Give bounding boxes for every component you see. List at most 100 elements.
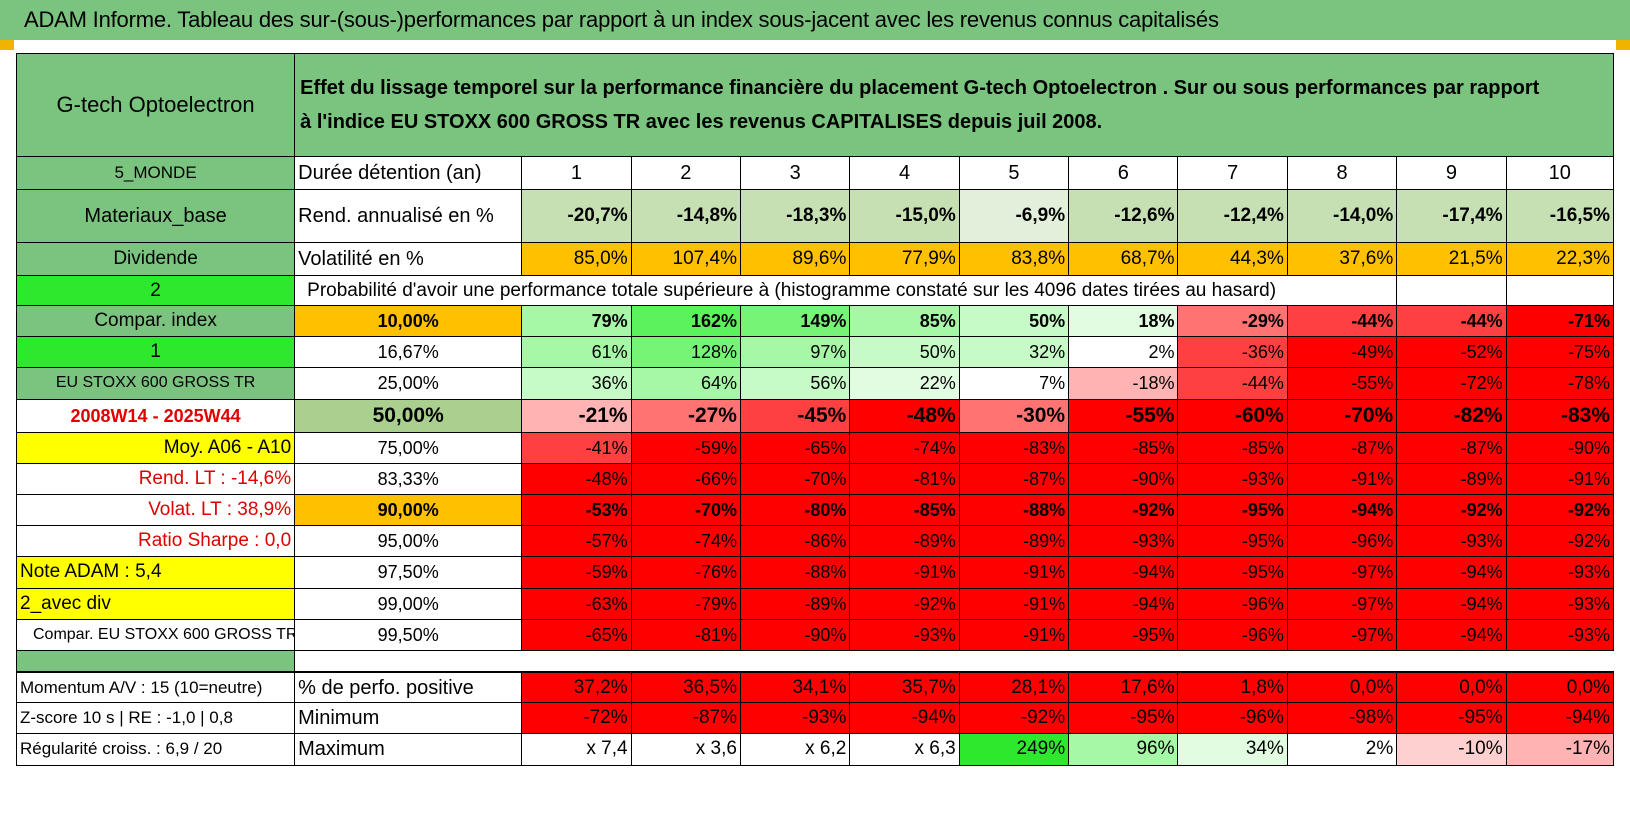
percentile-value: -93% [849, 618, 960, 651]
percentile-value: 7% [958, 367, 1070, 400]
rend-value: -18,3% [739, 189, 851, 243]
compar-index-full: Compar. EU STOXX 600 GROSS TR [15, 618, 296, 651]
table-row: Rend. LT : -14,6% 83,33% -48% -66% -70% -81% -… [15, 462, 1615, 495]
table-row: 2008W14 - 2025W44 50,00% -21% -27% -45% -48% -… [15, 398, 1615, 433]
percentile-value: -66% [630, 462, 741, 495]
percentile-value: 64% [630, 367, 741, 400]
percentile-value: -44% [1177, 367, 1288, 400]
fund-name: G-tech Optoelectron [15, 53, 296, 157]
rend-value: -14,0% [1286, 189, 1398, 243]
pos-value: 37,2% [521, 671, 632, 703]
percentile-value: -74% [849, 431, 960, 464]
rend-lt-label: Rend. LT : -14,6% [15, 462, 296, 495]
max-value: x 6,2 [739, 732, 851, 766]
percentile-value: -88% [958, 493, 1070, 527]
percentile-value: -90% [1505, 431, 1615, 464]
percentile-value: 56% [739, 367, 851, 400]
percentile-value: -89% [958, 525, 1070, 558]
dividend-label: Dividende [15, 242, 296, 276]
min-value: -92% [958, 701, 1070, 734]
rend-value: -12,4% [1177, 189, 1288, 243]
percentile-value: -93% [1505, 618, 1615, 651]
percentile-value: -91% [958, 556, 1070, 589]
header-line-1: Effet du lissage temporel sur la perform… [300, 77, 1540, 99]
volat-value: 85,0% [521, 242, 632, 276]
percentile-value: -41% [521, 431, 632, 464]
table-row: 2 Probabilité d'avoir une performance tot… [15, 275, 1615, 306]
table-row: Compar. index 10,00% 79% 162% 149% 85% 50% 18% -… [15, 304, 1615, 338]
percentile-value: -86% [739, 525, 851, 558]
rend-label: Rend. annualisé en % [294, 189, 523, 243]
min-value: -87% [630, 701, 741, 734]
percentile-value: -30% [958, 398, 1070, 433]
table-row: Volat. LT : 38,9% 90,00% -53% -70% -80% -85% -… [15, 493, 1615, 527]
pos-value: 0,0% [1505, 671, 1615, 703]
min-value: -93% [739, 701, 851, 734]
percentile-value: -74% [630, 525, 741, 558]
percentile-value: -81% [630, 618, 741, 651]
percentile-value: -93% [1177, 462, 1288, 495]
min-value: -98% [1286, 701, 1398, 734]
percentile-value: -92% [1505, 493, 1615, 527]
percentile-value: 162% [630, 304, 741, 338]
percentile-value: -87% [958, 462, 1070, 495]
spacer-cell [295, 650, 1614, 672]
percentile-value: -70% [739, 462, 851, 495]
table-row: Note ADAM : 5,4 97,50% -59% -76% -88% -91% -91… [15, 556, 1615, 589]
percentile-value: -79% [630, 587, 741, 620]
percentile-value: -75% [1505, 336, 1615, 369]
note-adam: Note ADAM : 5,4 [15, 556, 296, 589]
percentile-value: -88% [739, 556, 851, 589]
year-header: 4 [849, 156, 960, 190]
percentile-value: -55% [1286, 367, 1398, 400]
volat-value: 83,8% [958, 242, 1070, 276]
index-name: EU STOXX 600 GROSS TR [15, 367, 296, 400]
year-header: 8 [1286, 156, 1398, 190]
table-row: G-tech Optoelectron Effet du lissage temp… [15, 53, 1614, 157]
percentile-value: -45% [739, 398, 851, 433]
max-value: 96% [1068, 732, 1179, 766]
percentile-value: -91% [1505, 462, 1615, 495]
rend-value: -17,4% [1396, 189, 1507, 243]
table-row: 1 16,67% 61% 128% 97% 50% 32% 2% -36% -49% -52% -75… [15, 336, 1615, 369]
percentile-value: -48% [521, 462, 632, 495]
percentile-value: -91% [849, 556, 960, 589]
percentile-value: -95% [1177, 525, 1288, 558]
percentile-value: -70% [630, 493, 741, 527]
min-value: -95% [1068, 701, 1179, 734]
percentile-value: -44% [1286, 304, 1398, 338]
max-value: x 3,6 [630, 732, 741, 766]
pos-value: 28,1% [958, 671, 1070, 703]
percentile-value: -93% [1505, 587, 1615, 620]
percentile-value: 18% [1068, 304, 1179, 338]
percentile-value: 79% [521, 304, 632, 338]
volat-lt-label: Volat. LT : 38,9% [15, 493, 296, 527]
year-header: 1 [521, 156, 632, 190]
percentile-value: -57% [521, 525, 632, 558]
percentile-label: 10,00% [294, 304, 523, 338]
pos-value: 35,7% [849, 671, 960, 703]
percentile-value: -89% [739, 587, 851, 620]
percentile-value: -70% [1286, 398, 1398, 433]
percentile-value: -93% [1068, 525, 1179, 558]
percentile-value: -94% [1396, 618, 1507, 651]
max-value: -17% [1505, 732, 1615, 766]
duree-label: Durée détention (an) [294, 156, 523, 190]
percentile-value: -78% [1505, 367, 1615, 400]
percentile-label: 75,00% [294, 431, 523, 464]
percentile-value: -18% [1068, 367, 1179, 400]
table-row: Compar. EU STOXX 600 GROSS TR 99,50% -65% -… [15, 618, 1615, 651]
percentile-value: -59% [521, 556, 632, 589]
percentile-value: 97% [739, 336, 851, 369]
pos-value: 36,5% [630, 671, 741, 703]
value-2-cell: 2 [15, 275, 296, 306]
max-value: 34% [1177, 732, 1288, 766]
percentile-value: 36% [521, 367, 632, 400]
volat-value: 68,7% [1068, 242, 1179, 276]
percentile-value: -91% [958, 587, 1070, 620]
percentile-value: 2% [1068, 336, 1179, 369]
percentile-value: -72% [1396, 367, 1507, 400]
volat-value: 22,3% [1505, 242, 1615, 276]
rend-value: -15,0% [849, 189, 960, 243]
sharpe-label: Ratio Sharpe : 0,0 [15, 525, 296, 558]
